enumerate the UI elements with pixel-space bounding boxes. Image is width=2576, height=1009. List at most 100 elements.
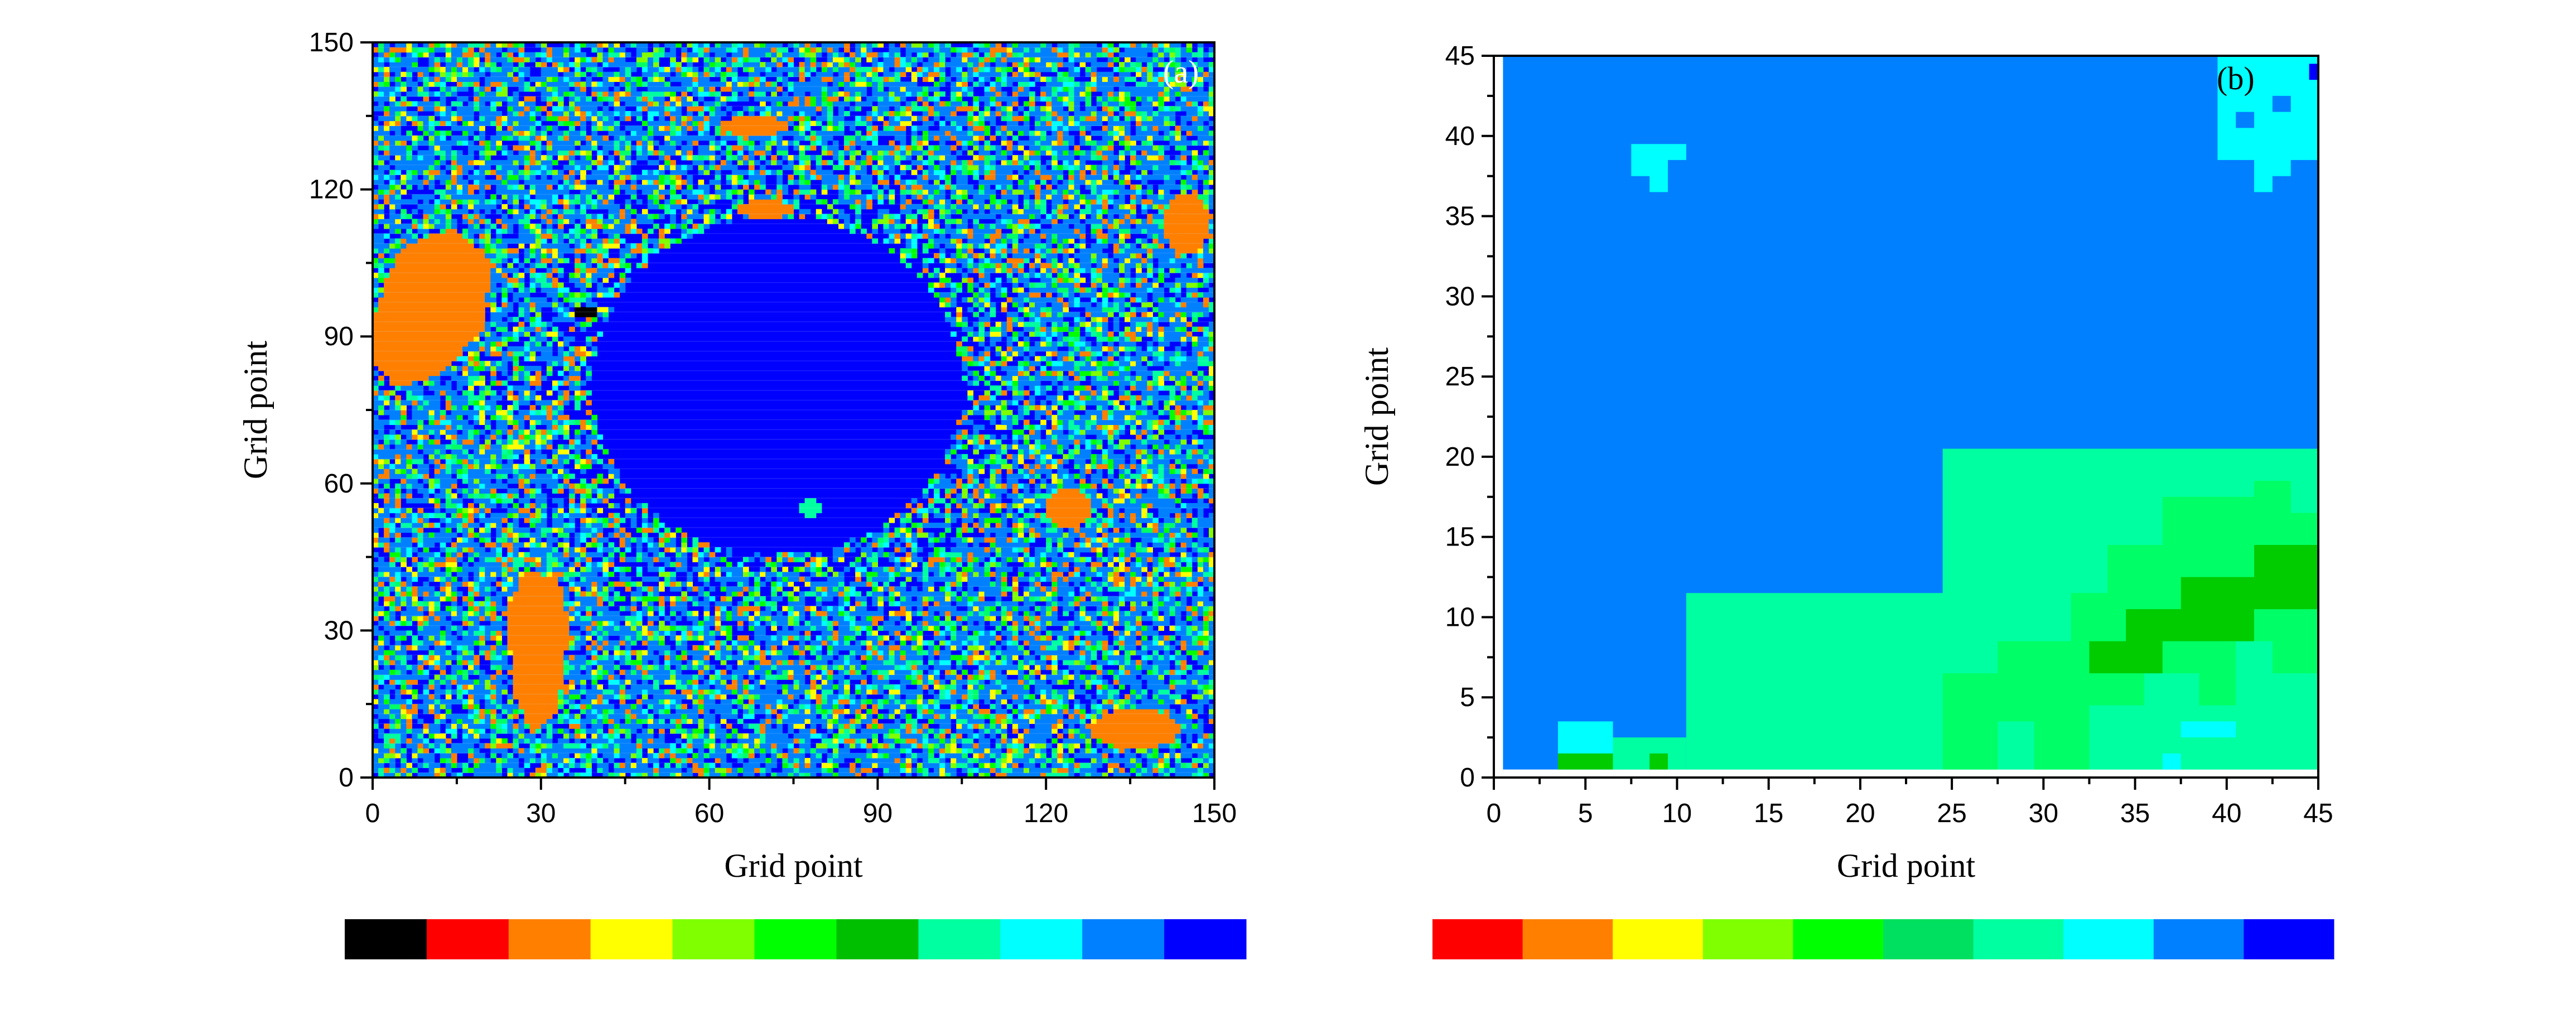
heatmap-cell — [456, 718, 463, 724]
heatmap-cell — [608, 679, 620, 685]
heatmap-cell — [687, 635, 693, 641]
heatmap-cell — [563, 606, 570, 611]
heatmap-cell — [641, 606, 648, 611]
heatmap-cell — [630, 523, 637, 528]
heatmap-cell — [641, 527, 654, 533]
heatmap-cell — [451, 616, 463, 621]
heatmap-cell — [462, 601, 469, 607]
heatmap-cell — [496, 606, 508, 611]
heatmap-cell — [1017, 743, 1024, 749]
heatmap-cell — [1130, 660, 1136, 665]
heatmap-cell — [513, 474, 519, 479]
heatmap-cell — [1191, 773, 1198, 778]
heatmap-cell — [1130, 562, 1136, 567]
heatmap-cell — [1057, 694, 1063, 700]
heatmap-cell — [1125, 483, 1131, 489]
heatmap-cell — [647, 748, 654, 754]
heatmap-cell — [962, 527, 968, 533]
heatmap-cell — [850, 625, 856, 631]
heatmap-cell — [990, 655, 996, 660]
heatmap-cell — [894, 611, 906, 616]
heatmap-cell — [1096, 581, 1103, 587]
heatmap-cell — [1113, 581, 1120, 587]
heatmap-cell — [962, 767, 968, 773]
heatmap-cell — [664, 753, 670, 759]
heatmap-cell — [1029, 616, 1035, 621]
heatmap-cell — [1040, 513, 1046, 518]
heatmap-cell — [776, 557, 783, 562]
heatmap-cell — [1012, 620, 1019, 626]
heatmap-cell — [978, 767, 991, 773]
heatmap-cell — [507, 562, 514, 567]
heatmap-cell — [832, 684, 839, 690]
heatmap-cell — [995, 674, 1007, 680]
heatmap-cell — [995, 542, 1030, 548]
heatmap-cell — [591, 483, 597, 489]
heatmap-cell — [934, 694, 940, 700]
heatmap-cell — [479, 679, 485, 685]
heatmap-cell — [485, 743, 491, 749]
heatmap-cell — [877, 640, 884, 646]
heatmap-cell — [496, 694, 502, 700]
heatmap-cell — [1130, 689, 1136, 695]
heatmap-cell — [569, 606, 575, 611]
heatmap-cell — [1180, 527, 1187, 533]
heatmap-cell — [1152, 523, 1159, 528]
heatmap-cell — [945, 562, 951, 567]
heatmap-cell — [428, 694, 435, 700]
heatmap-cell — [754, 728, 760, 734]
heatmap-cell — [967, 645, 980, 651]
heatmap-cell — [501, 581, 514, 587]
heatmap-cell — [563, 664, 570, 670]
heatmap-cell — [1186, 625, 1193, 631]
heatmap-cell — [978, 513, 991, 518]
heatmap-cell — [676, 708, 699, 714]
heatmap-cell — [782, 591, 789, 597]
heatmap-cell — [378, 508, 384, 514]
heatmap-cell — [1208, 660, 1215, 665]
heatmap-cell — [889, 552, 895, 558]
heatmap-cell — [1175, 532, 1181, 538]
heatmap-cell — [934, 674, 940, 680]
heatmap-cell — [1118, 674, 1136, 680]
heatmap-cell — [1068, 625, 1075, 631]
heatmap-cell — [563, 757, 570, 764]
heatmap-cell — [608, 581, 615, 587]
heatmap-cell — [1107, 611, 1114, 616]
heatmap-cell — [1125, 669, 1131, 675]
heatmap-cell — [434, 655, 441, 660]
heatmap-cell — [1006, 713, 1013, 720]
heatmap-cell — [608, 655, 615, 660]
heatmap-cell — [765, 679, 777, 685]
heatmap-cell — [788, 660, 794, 665]
heatmap-cell — [557, 488, 564, 494]
heatmap-cell — [395, 547, 401, 553]
heatmap-cell — [900, 650, 906, 655]
heatmap-cell — [462, 699, 469, 704]
heatmap-cell — [1023, 704, 1046, 709]
heatmap-cell — [1208, 708, 1215, 714]
heatmap-cell — [406, 704, 413, 709]
heatmap-cell — [956, 674, 962, 680]
heatmap-cell — [580, 743, 586, 749]
heatmap-cell — [1046, 596, 1052, 602]
heatmap-cell — [664, 650, 670, 655]
heatmap-cell — [445, 523, 457, 528]
heatmap-cell — [816, 684, 822, 690]
heatmap-cell — [715, 616, 721, 621]
heatmap-cell — [1057, 527, 1063, 533]
heatmap-cell — [1006, 479, 1019, 484]
heatmap-cell — [1057, 718, 1063, 724]
heatmap-cell — [838, 723, 845, 729]
heatmap-cell — [490, 660, 508, 665]
heatmap-cell — [720, 611, 727, 616]
heatmap-cell — [1197, 518, 1215, 523]
heatmap-cell — [877, 684, 884, 690]
heatmap-cell — [703, 723, 710, 729]
heatmap-cell — [1051, 601, 1058, 607]
heatmap-cell — [866, 655, 872, 660]
heatmap-cell — [1057, 708, 1063, 714]
heatmap-cell — [850, 591, 856, 597]
heatmap-cell — [625, 650, 631, 655]
heatmap-cell — [1085, 674, 1092, 680]
